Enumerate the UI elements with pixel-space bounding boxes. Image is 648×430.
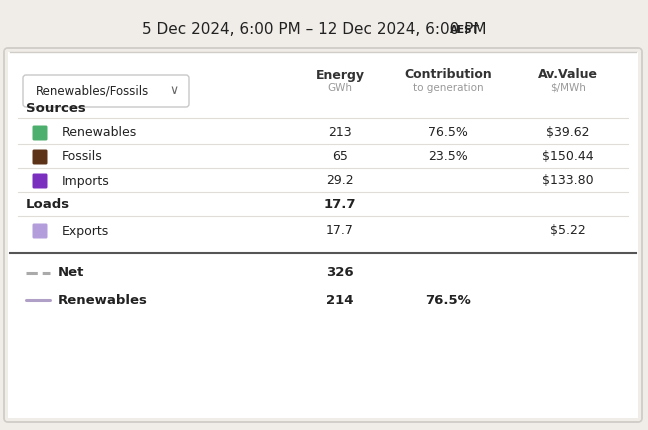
Text: Renewables/Fossils: Renewables/Fossils (36, 85, 149, 98)
Text: Renewables: Renewables (62, 126, 137, 139)
Text: 17.7: 17.7 (324, 199, 356, 212)
Text: 5 Dec 2024, 6:00 PM – 12 Dec 2024, 6:00 PM: 5 Dec 2024, 6:00 PM – 12 Dec 2024, 6:00 … (142, 22, 486, 37)
FancyBboxPatch shape (8, 52, 638, 418)
Text: 17.7: 17.7 (326, 224, 354, 237)
FancyBboxPatch shape (32, 150, 47, 165)
Text: ∨: ∨ (169, 85, 179, 98)
FancyBboxPatch shape (32, 173, 47, 188)
Text: 65: 65 (332, 150, 348, 163)
Text: $5.22: $5.22 (550, 224, 586, 237)
Text: $133.80: $133.80 (542, 175, 594, 187)
Text: $150.44: $150.44 (542, 150, 594, 163)
Text: 76.5%: 76.5% (428, 126, 468, 139)
Text: 76.5%: 76.5% (425, 294, 471, 307)
Text: $39.62: $39.62 (546, 126, 590, 139)
Text: $/MWh: $/MWh (550, 83, 586, 93)
Text: Av.Value: Av.Value (538, 68, 598, 82)
Text: Fossils: Fossils (62, 150, 103, 163)
Text: 214: 214 (326, 294, 354, 307)
Text: Renewables: Renewables (58, 294, 148, 307)
FancyBboxPatch shape (32, 224, 47, 239)
Text: Contribution: Contribution (404, 68, 492, 82)
Text: 213: 213 (328, 126, 352, 139)
Text: Loads: Loads (26, 199, 70, 212)
Text: 29.2: 29.2 (326, 175, 354, 187)
Text: GWh: GWh (327, 83, 353, 93)
Text: 23.5%: 23.5% (428, 150, 468, 163)
Text: Exports: Exports (62, 224, 110, 237)
Text: 326: 326 (326, 267, 354, 280)
FancyBboxPatch shape (23, 75, 189, 107)
Text: Sources: Sources (26, 101, 86, 114)
Text: Imports: Imports (62, 175, 110, 187)
Text: to generation: to generation (413, 83, 483, 93)
Text: Net: Net (58, 267, 84, 280)
Text: AEST: AEST (450, 25, 480, 35)
Text: Energy: Energy (316, 68, 364, 82)
FancyBboxPatch shape (32, 126, 47, 141)
